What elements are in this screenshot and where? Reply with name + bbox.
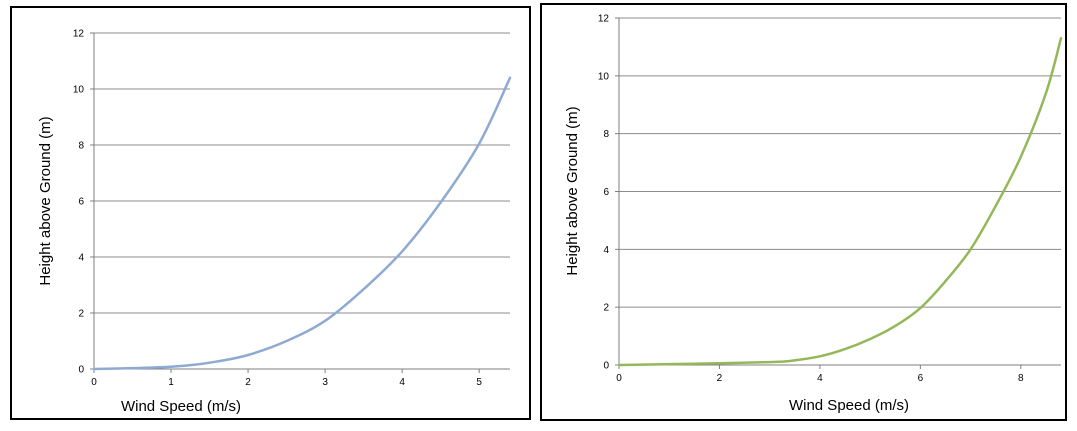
series-line: [617, 36, 1063, 367]
x-tick-label: 5: [476, 377, 482, 388]
y-tick-label: 12: [73, 29, 85, 40]
y-tick-label: 0: [603, 361, 609, 372]
y-tick-label: 4: [603, 245, 609, 256]
y-tick-label: 6: [78, 197, 84, 208]
x-tick-label: 2: [245, 377, 251, 388]
x-axis-title: Wind Speed (m/s): [789, 397, 909, 414]
chart-panel-left: 0 2 4 6 8 10 12 0 1 2 3 4 5 Wind Speed (m/s) Height ab…: [10, 6, 531, 420]
x-tick-label: 0: [91, 377, 97, 388]
x-tick-label: 1: [168, 377, 174, 388]
y-tick-label: 8: [603, 129, 609, 140]
y-tick-label: 10: [598, 71, 610, 82]
y-tick-label: 2: [78, 309, 84, 320]
x-tick-label: 6: [918, 373, 924, 384]
chart-panel-right: 0 2 4 6 8 10 12 0 2 4 6 8 Wind Speed (m/s) Height abo…: [540, 3, 1067, 421]
y-tick-label: 2: [603, 303, 609, 314]
chart-right: 0 2 4 6 8 10 12 0 2 4 6 8 Wind Speed (m/s) Height abo…: [564, 14, 1063, 414]
y-axis-title: Height above Ground (m): [37, 116, 54, 285]
y-tick-label: 12: [598, 14, 610, 25]
x-tick-label: 4: [817, 373, 823, 384]
y-tick-label: 4: [78, 253, 84, 264]
x-tick-label: 3: [322, 377, 328, 388]
x-axis-title: Wind Speed (m/s): [121, 398, 241, 415]
x-tick-label: 0: [616, 373, 622, 384]
x-tick-label: 8: [1018, 373, 1024, 384]
series-line: [92, 76, 512, 371]
x-tick-label: 4: [399, 377, 405, 388]
y-tick-label: 8: [78, 141, 84, 152]
y-tick-label: 10: [73, 85, 85, 96]
y-tick-label: 0: [78, 365, 84, 376]
y-tick-label: 6: [603, 187, 609, 198]
y-axis-title: Height above Ground (m): [564, 106, 581, 275]
x-tick-label: 2: [717, 373, 723, 384]
